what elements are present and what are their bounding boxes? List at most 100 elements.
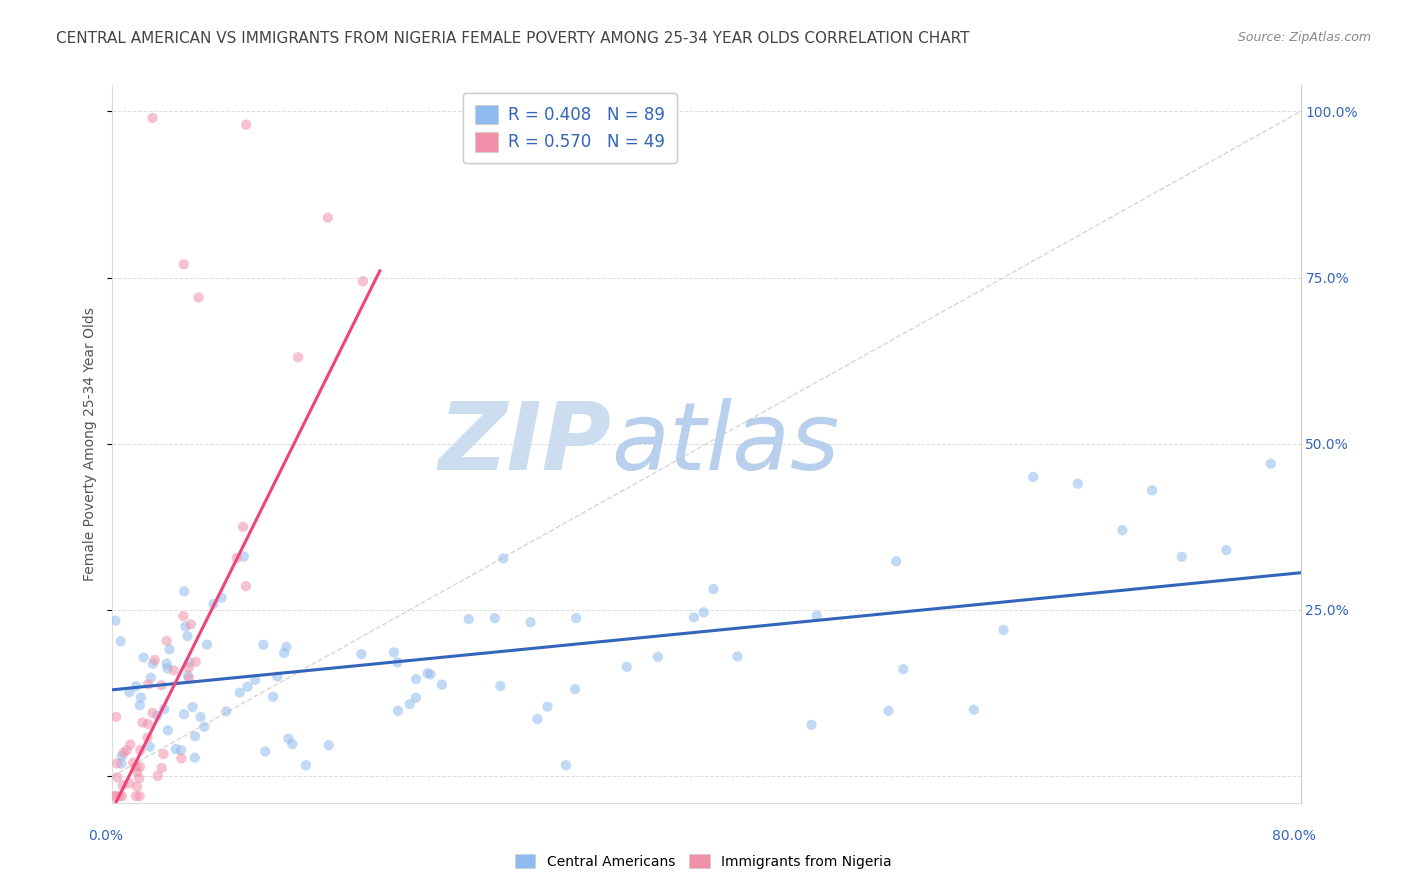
Point	[245, 673, 267, 687]
Point	[122, 756, 145, 770]
Point	[1260, 457, 1282, 471]
Point	[159, 642, 181, 657]
Point	[129, 760, 152, 774]
Point	[142, 657, 165, 671]
Point	[173, 707, 195, 722]
Point	[127, 764, 149, 779]
Point	[963, 703, 986, 717]
Point	[484, 611, 506, 625]
Point	[993, 623, 1015, 637]
Point	[877, 704, 900, 718]
Point	[262, 690, 284, 704]
Point	[492, 551, 515, 566]
Point	[125, 780, 148, 794]
Point	[273, 646, 295, 660]
Point	[179, 655, 201, 669]
Point	[120, 738, 142, 752]
Point	[136, 677, 159, 691]
Point	[136, 717, 159, 731]
Point	[156, 723, 179, 738]
Point	[104, 789, 127, 804]
Point	[281, 737, 304, 751]
Point	[884, 554, 907, 568]
Point	[387, 704, 409, 718]
Point	[129, 743, 152, 757]
Text: Source: ZipAtlas.com: Source: ZipAtlas.com	[1237, 31, 1371, 45]
Point	[150, 678, 173, 692]
Point	[806, 608, 828, 623]
Point	[173, 257, 195, 271]
Point	[565, 611, 588, 625]
Point	[139, 671, 162, 685]
Point	[118, 685, 141, 699]
Point	[1022, 470, 1045, 484]
Point	[146, 708, 169, 723]
Point	[554, 758, 576, 772]
Point	[187, 291, 209, 305]
Point	[457, 612, 479, 626]
Point	[564, 682, 586, 697]
Point	[398, 698, 420, 712]
Point	[235, 579, 257, 593]
Point	[405, 672, 427, 686]
Point	[202, 597, 225, 611]
Point	[702, 582, 724, 596]
Point	[131, 715, 153, 730]
Point	[108, 789, 131, 804]
Point	[692, 605, 714, 619]
Point	[125, 679, 148, 693]
Point	[647, 649, 669, 664]
Point	[128, 698, 150, 713]
Point	[125, 789, 148, 804]
Point	[318, 738, 340, 752]
Point	[382, 645, 405, 659]
Point	[105, 710, 128, 724]
Point	[112, 746, 135, 760]
Text: CENTRAL AMERICAN VS IMMIGRANTS FROM NIGERIA FEMALE POVERTY AMONG 25-34 YEAR OLDS: CENTRAL AMERICAN VS IMMIGRANTS FROM NIGE…	[56, 31, 970, 46]
Point	[111, 778, 134, 792]
Point	[110, 634, 132, 648]
Point	[1111, 523, 1133, 537]
Point	[232, 549, 254, 564]
Point	[184, 730, 207, 744]
Point	[104, 789, 127, 804]
Point	[111, 749, 134, 764]
Point	[115, 743, 138, 757]
Point	[163, 663, 186, 677]
Point	[536, 699, 558, 714]
Point	[215, 705, 238, 719]
Point	[1140, 483, 1163, 498]
Point	[350, 647, 373, 661]
Point	[489, 679, 512, 693]
Point	[526, 712, 548, 726]
Point	[136, 731, 159, 745]
Point	[105, 756, 128, 771]
Point	[1067, 476, 1090, 491]
Legend: R = 0.408   N = 89, R = 0.570   N = 49: R = 0.408 N = 89, R = 0.570 N = 49	[463, 93, 676, 163]
Text: 80.0%: 80.0%	[1272, 830, 1316, 843]
Point	[105, 770, 128, 784]
Point	[254, 744, 277, 758]
Point	[184, 655, 207, 669]
Point	[156, 661, 179, 675]
Point	[110, 756, 132, 771]
Point	[132, 650, 155, 665]
Point	[128, 772, 150, 786]
Point	[146, 769, 169, 783]
Point	[170, 751, 193, 765]
Point	[143, 653, 166, 667]
Point	[156, 633, 179, 648]
Point	[111, 789, 134, 804]
Point	[142, 706, 165, 720]
Point	[416, 666, 439, 681]
Point	[177, 660, 200, 674]
Point	[190, 710, 212, 724]
Point	[173, 584, 195, 599]
Y-axis label: Female Poverty Among 25-34 Year Olds: Female Poverty Among 25-34 Year Olds	[83, 307, 97, 581]
Point	[229, 685, 252, 699]
Point	[177, 671, 200, 685]
Point	[387, 656, 409, 670]
Point	[142, 111, 165, 125]
Point	[155, 657, 177, 671]
Text: atlas: atlas	[612, 398, 839, 490]
